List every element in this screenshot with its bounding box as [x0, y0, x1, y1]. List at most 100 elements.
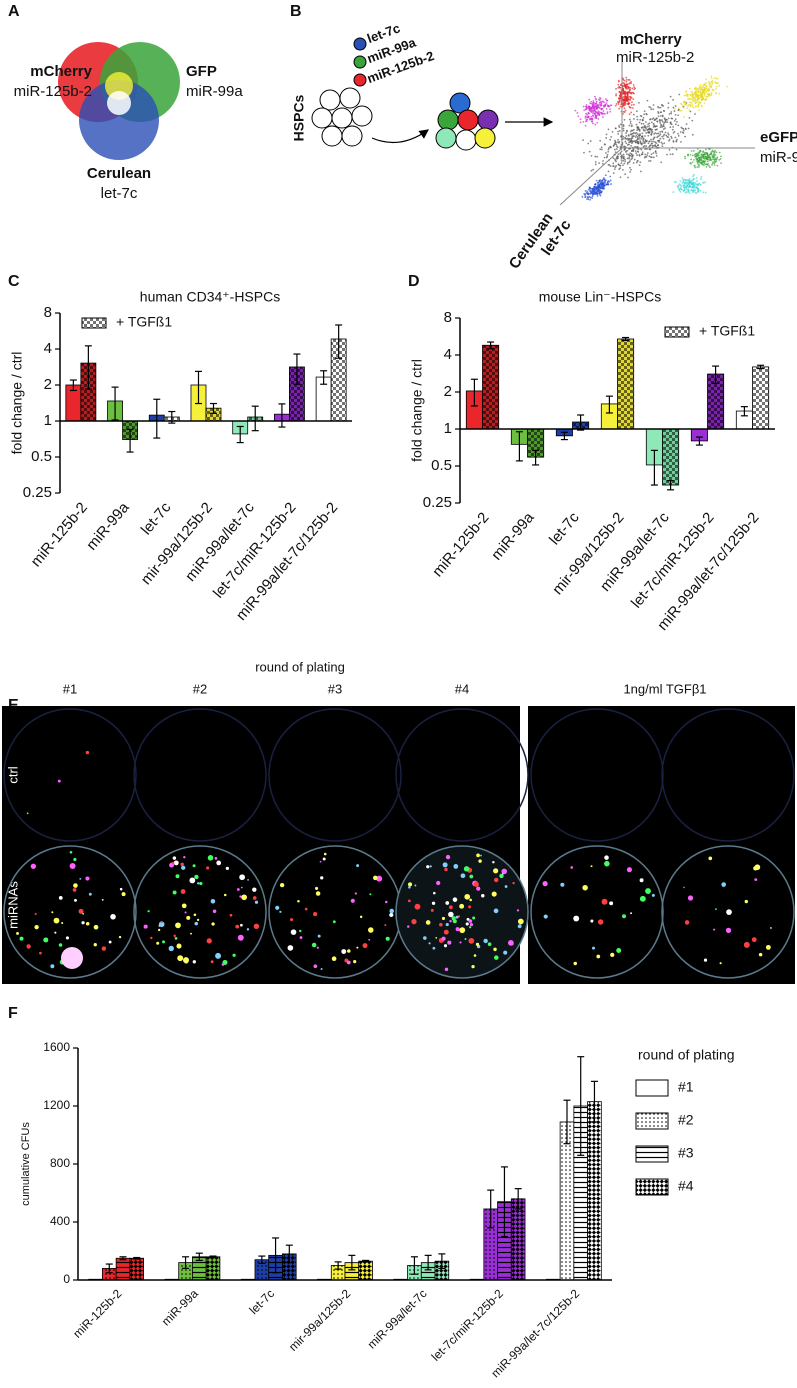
scatter-dot: [684, 127, 687, 130]
scatter-dot: [641, 151, 644, 154]
colony: [79, 878, 82, 880]
scatter-dot: [674, 114, 677, 116]
scatter-dot: [648, 122, 651, 125]
scatter-dot: [599, 181, 602, 184]
colony: [82, 912, 85, 915]
scatter-dot: [707, 80, 710, 83]
axis-label: miR-99a: [760, 149, 797, 166]
colony: [192, 960, 196, 964]
scatter-dot: [630, 92, 633, 95]
scatter-dot: [591, 118, 593, 120]
scatter-dot: [715, 151, 718, 154]
scatter-dot: [587, 115, 590, 118]
scatter-dot: [613, 168, 616, 171]
scatter-dot: [684, 135, 687, 138]
panel-label: B: [290, 3, 302, 20]
scatter-dot: [670, 111, 673, 113]
scatter-dot: [646, 148, 648, 150]
scatter-dot: [677, 124, 680, 127]
scatter-dot: [659, 137, 662, 140]
scatter-dot: [598, 191, 601, 194]
scatter-dot: [653, 119, 656, 121]
scatter-dot: [619, 153, 622, 155]
scatter-dot: [705, 91, 708, 94]
scatter-dot: [703, 153, 705, 156]
colony: [604, 855, 609, 860]
scatter-dot: [659, 106, 662, 109]
scatter-dot: [597, 182, 600, 185]
scatter-dot: [607, 128, 610, 131]
scatter-dot: [605, 152, 607, 154]
colony: [252, 887, 257, 892]
plate-well: [661, 845, 795, 979]
scatter-dot: [697, 187, 700, 190]
colony: [543, 914, 548, 919]
scatter-dot: [628, 118, 631, 121]
colony: [252, 896, 257, 900]
scatter-dot: [652, 117, 655, 120]
scatter-dot: [688, 103, 690, 106]
scatter-dot: [705, 85, 708, 88]
scatter-dot: [605, 133, 608, 136]
colony: [287, 945, 294, 951]
scatter-dot: [672, 106, 675, 109]
scatter-dot: [705, 163, 708, 166]
colony: [85, 876, 90, 881]
colony: [93, 943, 97, 947]
scatter-dot: [630, 139, 633, 142]
scatter-dot: [591, 122, 594, 125]
scatter-dot: [696, 162, 699, 165]
colony: [162, 940, 166, 944]
scatter-dot: [698, 152, 701, 154]
scatter-dot: [661, 130, 664, 133]
y-tick-label: 1200: [43, 1098, 70, 1112]
scatter-dot: [701, 96, 704, 99]
scatter-dot: [594, 95, 596, 98]
scatter-dot: [619, 176, 622, 179]
scatter-dot: [698, 166, 700, 168]
colony: [51, 911, 54, 914]
colony: [160, 920, 163, 924]
scatter-dot: [646, 128, 649, 131]
scatter-dot: [703, 94, 706, 97]
scatter-dot: [590, 111, 593, 114]
scatter-dot: [608, 164, 611, 166]
scatter-dot: [689, 153, 692, 156]
scatter-dot: [679, 190, 682, 193]
scatter-dot: [675, 180, 678, 183]
scatter-dot: [618, 140, 621, 143]
scatter-dot: [634, 150, 637, 152]
scatter-dot: [699, 149, 702, 152]
round-label: #1: [63, 681, 77, 696]
scatter-dot: [696, 186, 698, 188]
scatter-dot: [667, 117, 670, 120]
colony: [173, 860, 179, 866]
scatter-dot: [711, 79, 714, 82]
scatter-dot: [661, 135, 664, 138]
scatter-dot: [687, 127, 690, 130]
scatter-dot: [680, 140, 682, 143]
scatter-dot: [631, 101, 633, 104]
scatter-dot: [635, 139, 638, 142]
venn-label: mCherry: [30, 63, 92, 80]
colony: [651, 893, 655, 897]
scatter-dot: [645, 127, 648, 130]
scatter-dot: [649, 144, 652, 147]
colony: [181, 865, 186, 870]
scatter-dot: [657, 132, 660, 135]
scatter-dot: [651, 118, 654, 121]
scatter-dot: [644, 155, 647, 158]
scatter-dot: [687, 188, 690, 191]
scatter-dot: [607, 170, 610, 173]
scatter-dot: [622, 78, 625, 81]
scatter-dot: [691, 119, 694, 122]
colony: [171, 861, 175, 865]
bar: [510, 1198, 526, 1281]
colony: [61, 947, 83, 969]
scatter-dot: [628, 102, 631, 105]
scatter-dot: [603, 156, 606, 159]
panel-label: A: [8, 3, 20, 20]
scatter-dot: [630, 137, 633, 140]
scatter-dot: [703, 164, 705, 167]
scatter-dot: [614, 141, 617, 143]
